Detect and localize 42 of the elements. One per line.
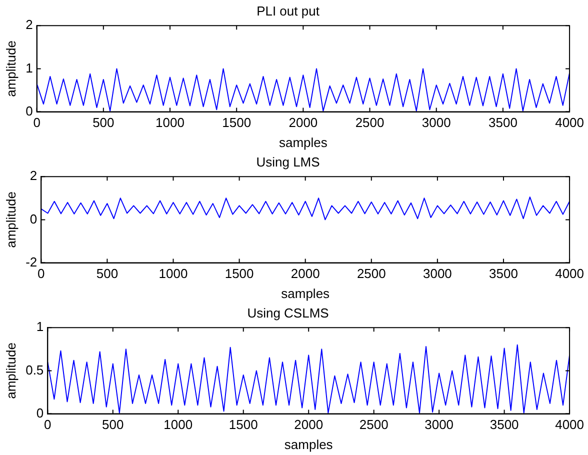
x-axis-title: samples <box>284 436 334 452</box>
x-tick-label: 2000 <box>294 417 324 432</box>
x-tick-label: 3500 <box>489 266 518 282</box>
x-tick-label: 4000 <box>555 115 584 130</box>
chart-title: PLI out put <box>256 3 320 18</box>
y-tick-label: 1 <box>26 60 33 76</box>
x-tick-label: 2500 <box>355 115 384 130</box>
y-tick-label: 1 <box>36 319 44 334</box>
x-tick-label: 500 <box>102 417 124 432</box>
y-axis-title: amplitude <box>3 192 18 248</box>
chart-title: Using CSLMS <box>247 305 330 320</box>
y-tick-label: 2 <box>30 168 38 184</box>
x-tick-label: 3500 <box>490 417 519 432</box>
x-tick-label: 4000 <box>555 417 584 432</box>
x-tick-label: 1500 <box>224 266 254 282</box>
y-tick-label: 0 <box>26 103 33 118</box>
x-tick-label: 1000 <box>156 115 184 130</box>
x-tick-label: 1000 <box>158 266 188 282</box>
x-tick-label: 2000 <box>290 266 320 282</box>
x-tick-label: 2500 <box>359 417 388 432</box>
y-tick-label: 2 <box>26 17 33 32</box>
y-axis-title: amplitude <box>3 342 18 399</box>
y-tick-label: -2 <box>26 254 38 270</box>
x-tick-label: 2000 <box>288 115 318 130</box>
x-tick-label: 2500 <box>356 266 386 282</box>
x-axis-title: samples <box>281 286 330 301</box>
x-tick-label: 3500 <box>488 115 518 130</box>
y-tick-label: 0 <box>36 405 44 420</box>
x-tick-label: 1500 <box>222 115 252 130</box>
x-tick-label: 500 <box>96 266 118 282</box>
x-tick-label: 3000 <box>422 115 451 130</box>
y-tick-label: 0 <box>30 211 38 226</box>
y-tick-label: 0.5 <box>26 362 44 378</box>
x-axis-title: samples <box>278 134 328 150</box>
x-tick-label: 3000 <box>424 417 454 432</box>
x-tick-label: 4000 <box>555 266 584 282</box>
x-tick-label: 500 <box>92 115 114 130</box>
x-tick-label: 1500 <box>228 417 258 432</box>
x-tick-label: 3000 <box>422 266 452 282</box>
chart-title: Using LMS <box>256 154 320 170</box>
x-tick-label: 1000 <box>164 417 193 432</box>
y-axis-title: amplitude <box>3 40 18 97</box>
